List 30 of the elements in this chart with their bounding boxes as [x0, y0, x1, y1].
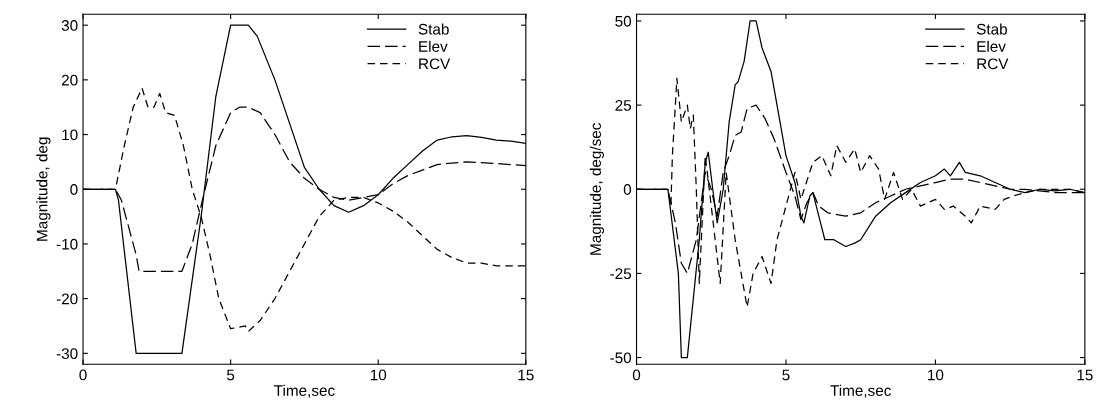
- x-tick-label: 5: [226, 369, 235, 381]
- x-tick-label: 0: [632, 369, 641, 381]
- y-tick-label: 25: [615, 99, 632, 111]
- x-tick-label: 5: [782, 369, 790, 381]
- x-tick-label: 10: [370, 369, 387, 381]
- y-tick-label: -50: [610, 352, 632, 364]
- y-tick-label: 0: [70, 184, 78, 195]
- y-tick-label: 50: [615, 15, 632, 27]
- x-tick-label: 10: [928, 369, 944, 381]
- y-tick-label: 20: [61, 74, 78, 86]
- legend-label: Elev: [419, 40, 448, 52]
- x-tick-label: 0: [79, 369, 87, 381]
- y-tick-label: -30: [56, 348, 78, 360]
- x-axis-title: Time,sec: [830, 384, 891, 398]
- legend-label: RCV: [977, 58, 1009, 70]
- y-tick-label: 30: [61, 20, 78, 31]
- legend-label: RCV: [419, 58, 451, 70]
- legend-label: Elev: [977, 40, 1006, 52]
- legend-label: Stab: [976, 23, 1007, 35]
- x-axis-title: Time,sec: [274, 384, 335, 398]
- y-tick-label: -10: [56, 238, 78, 250]
- x-tick-label: 15: [518, 369, 534, 381]
- y-axis-title: Magnitude, deg/sec: [589, 122, 605, 255]
- legend-label: Stab: [418, 23, 449, 35]
- y-tick-label: -20: [56, 293, 78, 305]
- y-axis-title: Magnitude, deg: [36, 137, 51, 241]
- y-tick-label: 0: [623, 184, 632, 195]
- x-tick-label: 15: [1077, 369, 1093, 381]
- y-tick-label: 10: [62, 129, 78, 141]
- y-tick-label: -25: [610, 268, 632, 280]
